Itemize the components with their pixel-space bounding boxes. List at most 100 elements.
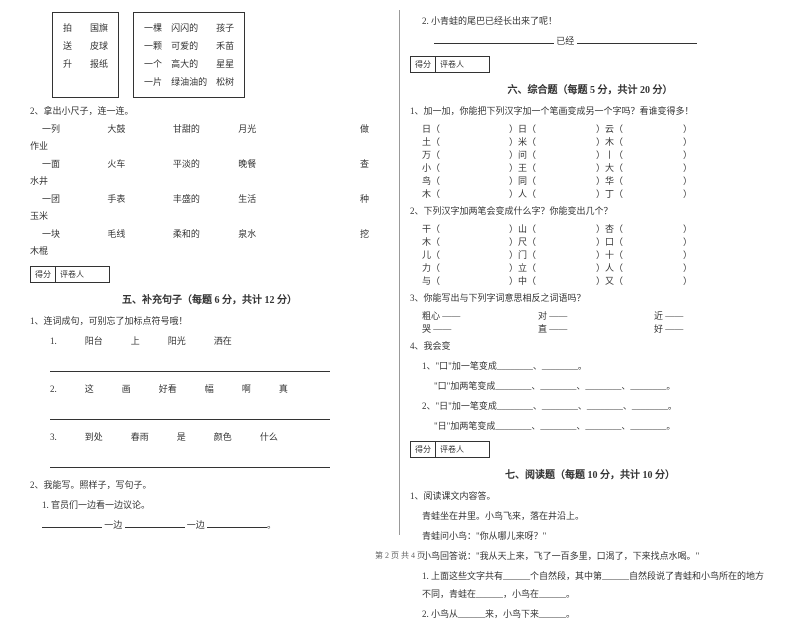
left-column: 拍 国旗 送 皮球 升 报纸 一棵 闪闪的 孩子 一颗 可爱的 禾苗 一个 高大… [20,10,400,535]
s23: ） [683,248,770,261]
w03: 阳光 [168,332,214,350]
blank-a [42,518,102,528]
box-2: 一棵 闪闪的 孩子 一颗 可爱的 禾苗 一个 高大的 星星 一片 绿油油的 松树 [133,12,245,98]
b2r2c1: 高大的 [171,59,198,69]
p1: 青蛙问小鸟："你从哪儿来呀？" [410,527,770,545]
g50: 玉米 [30,207,389,225]
blank-1 [50,362,330,372]
s31: ）立（ [509,261,596,274]
r52: ）丁（ [596,187,683,200]
s13: ） [683,235,770,248]
r-q2word: 已经 [410,32,770,50]
blank-r2 [577,34,697,44]
b1r2c1: 报纸 [90,59,108,69]
w16: 真 [279,380,316,398]
b2r0c2: 孩子 [216,23,234,33]
q63-title: 3、你能写出与下列字词意思相反之词语吗？ [410,289,770,307]
box-1: 拍 国旗 送 皮球 升 报纸 [52,12,119,98]
b2r2c0: 一个 [144,59,162,69]
r32: ）大（ [596,161,683,174]
section-5-title: 五、补充句子（每题 6 分，共计 12 分） [30,291,389,306]
q63-grid: 粗心 ——对 ——近 —— 哭 ——直 ——好 —— [410,309,770,335]
r31: ）王（ [509,161,596,174]
g03: 月光 [238,122,303,135]
q51-item1: 1. 阳台 上 阳光 洒在 [30,332,389,350]
score-box-7: 得分 评卷人 [410,441,490,458]
q64b: "口"加两笔变成________、________、________、_____… [410,377,770,395]
r41: ）同（ [509,174,596,187]
g23: 晚餐 [238,157,303,170]
q61-title: 1、加一加，你能把下列汉字加一个笔画变成另一个字吗？看谁变得多！ [410,102,770,120]
w24: 颜色 [214,428,260,446]
s01: ）山（ [509,222,596,235]
g61: 毛线 [107,227,172,240]
g43: 生活 [238,192,303,205]
page-container: 拍 国旗 送 皮球 升 报纸 一棵 闪闪的 孩子 一颗 可爱的 禾苗 一个 高大… [0,0,800,540]
q51-title: 1、连词成句，可别忘了加标点符号哦！ [30,312,389,330]
t12: 好 —— [654,322,770,335]
blank-c [207,518,267,528]
g70: 木棍 [30,242,389,260]
g41: 手表 [107,192,172,205]
q64c: 2、"日"加一笔变成________、________、________、___… [410,397,770,415]
g10: 作业 [30,137,389,155]
g04: 做 [304,122,369,135]
r20: 万（ [422,148,509,161]
s40: 与（ [422,274,509,287]
s03: ） [683,222,770,235]
r03: ） [683,122,770,135]
q62-grid: 干（）山（）杏（） 木（）尺（）口（） 儿（）门（）十（） 力（）立（）人（） … [410,222,770,287]
q2-grid: 一列大鼓甘甜的月光做 作业 一面火车平淡的晚餐查 水井 一团手表丰盛的生活种 玉… [30,122,389,260]
g44: 种 [304,192,369,205]
g20: 一面 [42,157,107,170]
r51: ）人（ [509,187,596,200]
yijing: 已经 [556,36,574,46]
b1r0c0: 拍 [63,23,72,33]
g60: 一块 [42,227,107,240]
s20: 儿（ [422,248,509,261]
score-6b: 评卷人 [436,57,468,72]
q52-title: 2、我能写。照样子，写句子。 [30,476,389,494]
score-label: 得分 [31,267,56,282]
w23: 是 [177,428,214,446]
g02: 甘甜的 [173,122,238,135]
score-6a: 得分 [411,57,436,72]
r43: ） [683,174,770,187]
s21: ）门（ [509,248,596,261]
b2r1c0: 一颗 [144,41,162,51]
r11: ）米（ [509,135,596,148]
g00: 一列 [42,122,107,135]
yibian2: 一边 [187,520,205,530]
yibian1: 一边 [104,520,122,530]
r53: ） [683,187,770,200]
r21: ）问（ [509,148,596,161]
q2-title: 2、拿出小尺子，连一连。 [30,102,389,120]
g62: 柔和的 [173,227,238,240]
q51-item2: 2. 这 画 好看 幅 啊 真 [30,380,389,398]
q64-title: 4、我会变 [410,337,770,355]
q52-sub: 1. 官员们一边看一边议论。 [30,496,389,514]
b1r0c1: 国旗 [90,23,108,33]
b1r1c0: 送 [63,41,72,51]
r23: ） [683,148,770,161]
q61-grid: 日（）日（）云（） 土（）米（）木（） 万（）问（）丨（） 小（）王（）大（） … [410,122,770,200]
w14: 幅 [205,380,242,398]
g22: 平淡的 [173,157,238,170]
w04: 洒在 [214,332,260,350]
r22: ）丨（ [596,148,683,161]
r42: ）华（ [596,174,683,187]
w22: 春雨 [131,428,177,446]
p3: 1. 上面这些文字共有______个自然段，其中第______自然段说了青蛙和小… [410,567,770,603]
g40: 一团 [42,192,107,205]
g01: 大鼓 [107,122,172,135]
s22: ）十（ [596,248,683,261]
p4: 2. 小鸟从______来，小鸟下来______。 [410,605,770,623]
s33: ） [683,261,770,274]
t01: 对 —— [538,309,654,322]
r02: ）云（ [596,122,683,135]
w25: 什么 [260,428,306,446]
s12: ）口（ [596,235,683,248]
q51-item3: 3. 到处 春雨 是 颜色 什么 [30,428,389,446]
r13: ） [683,135,770,148]
s02: ）杏（ [596,222,683,235]
